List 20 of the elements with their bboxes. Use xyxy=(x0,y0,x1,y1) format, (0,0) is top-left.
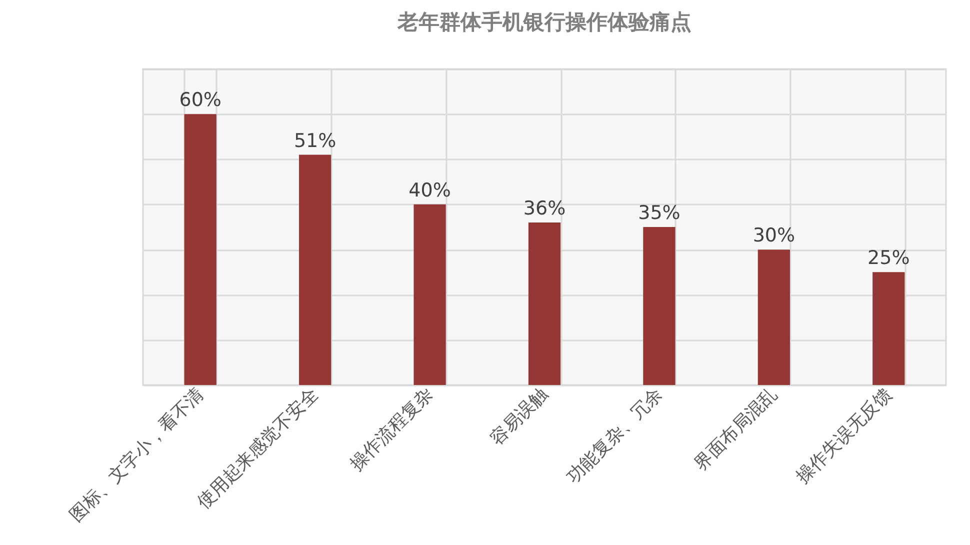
data-label: 36% xyxy=(523,197,566,220)
data-label: 30% xyxy=(752,224,796,247)
x-tick-label: 操作流程复杂 xyxy=(346,384,438,475)
data-label: 60% xyxy=(179,89,222,112)
x-tick-label: 界面布局混乱 xyxy=(690,384,782,475)
bar xyxy=(758,250,790,385)
bar xyxy=(414,204,446,385)
bar xyxy=(299,154,332,385)
data-label: 40% xyxy=(408,179,451,202)
data-label: 35% xyxy=(638,202,680,224)
x-tick-label: 容易误触 xyxy=(486,384,552,450)
chart-title: 老年群体手机银行操作体验痛点 xyxy=(396,10,692,34)
bar xyxy=(184,114,216,385)
data-label: 51% xyxy=(294,130,336,152)
data-label: 25% xyxy=(868,247,910,270)
bar xyxy=(643,227,676,385)
x-tick-label: 操作失误无反馈 xyxy=(792,384,896,488)
bar xyxy=(872,272,905,385)
bar xyxy=(528,222,561,385)
x-tick-label: 功能复杂、冗余 xyxy=(562,384,667,488)
